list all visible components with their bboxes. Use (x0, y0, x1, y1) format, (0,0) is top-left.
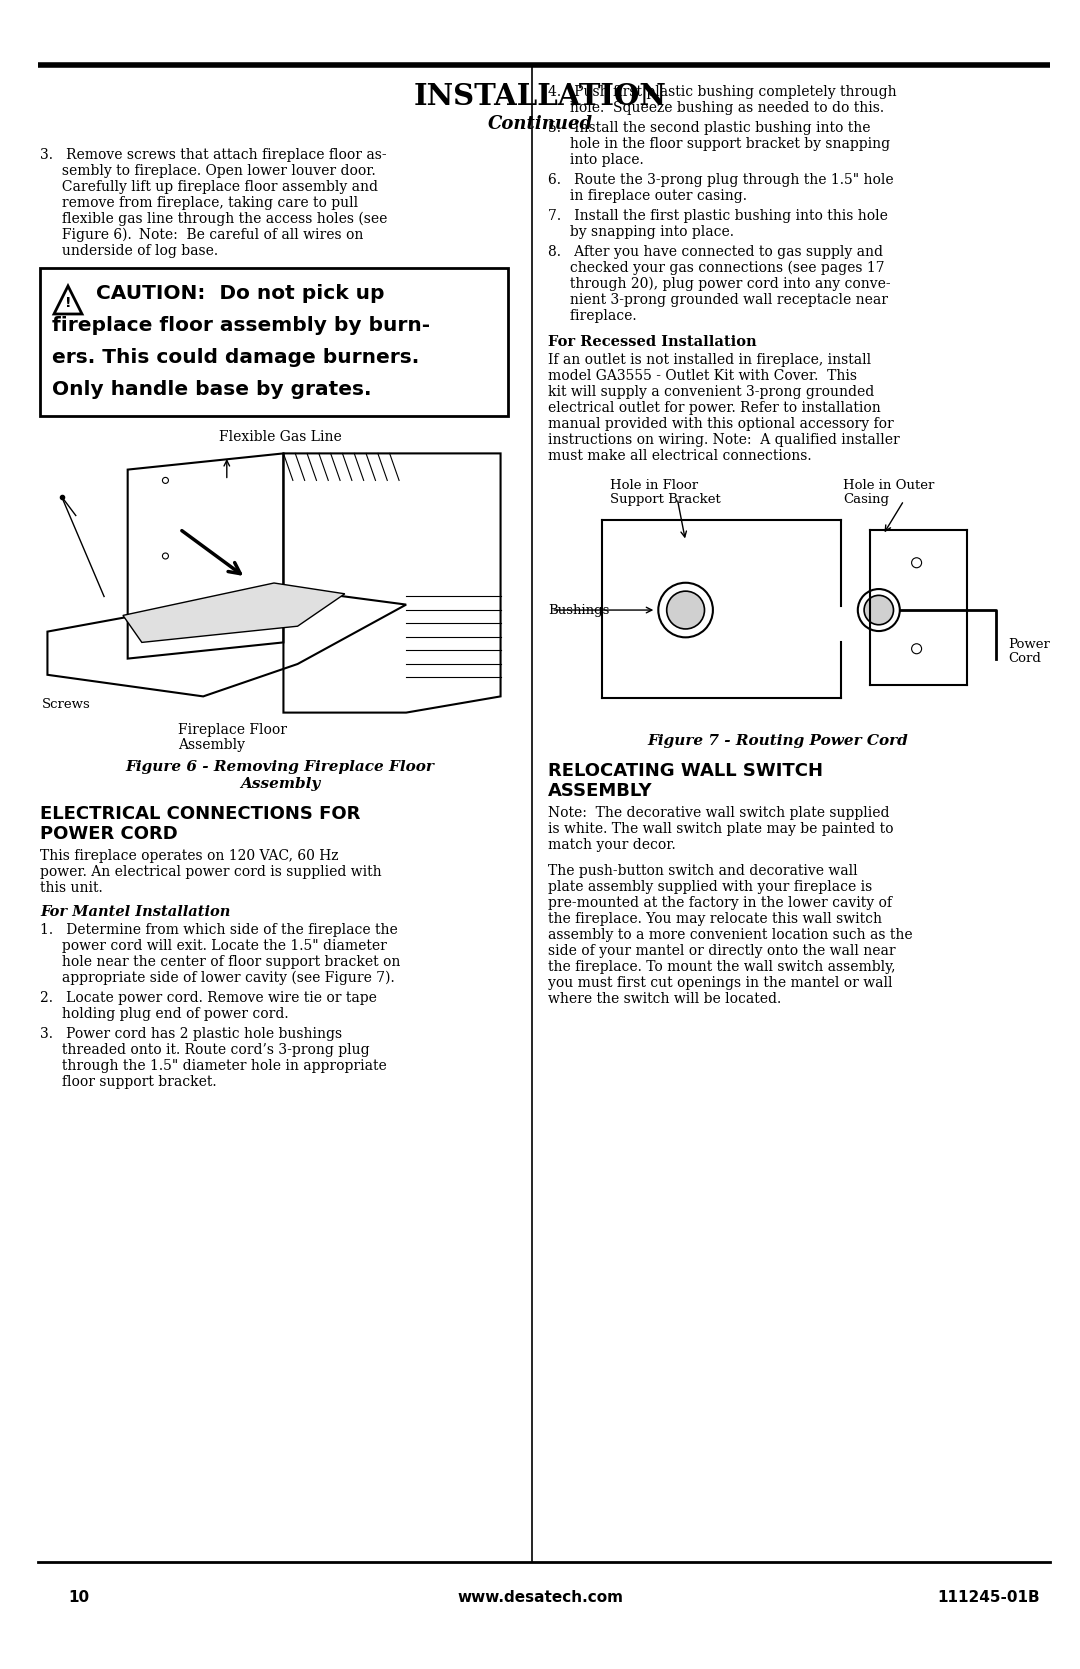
Text: 2.   Locate power cord. Remove wire tie or tape: 2. Locate power cord. Remove wire tie or… (40, 991, 377, 1005)
Text: Only handle base by grates.: Only handle base by grates. (52, 381, 372, 399)
Text: !: ! (65, 295, 71, 310)
Text: kit will supply a convenient 3-prong grounded: kit will supply a convenient 3-prong gro… (548, 386, 874, 399)
Text: www.desatech.com: www.desatech.com (457, 1591, 623, 1606)
Text: underside of log base.: underside of log base. (40, 244, 218, 259)
Text: 6.   Route the 3-prong plug through the 1.5" hole: 6. Route the 3-prong plug through the 1.… (548, 174, 893, 187)
Text: remove from fireplace, taking care to pull: remove from fireplace, taking care to pu… (40, 195, 359, 210)
Text: INSTALLATION: INSTALLATION (414, 82, 666, 112)
Text: into place.: into place. (548, 154, 644, 167)
Text: POWER CORD: POWER CORD (40, 824, 178, 843)
Text: ASSEMBLY: ASSEMBLY (548, 783, 652, 799)
Text: 111245-01B: 111245-01B (937, 1591, 1040, 1606)
Text: checked your gas connections (see pages 17: checked your gas connections (see pages … (548, 260, 885, 275)
Text: through 20), plug power cord into any conve-: through 20), plug power cord into any co… (548, 277, 891, 292)
Text: hole.  Squeeze bushing as needed to do this.: hole. Squeeze bushing as needed to do th… (548, 102, 885, 115)
Text: power. An electrical power cord is supplied with: power. An electrical power cord is suppl… (40, 865, 381, 880)
Text: must make all electrical connections.: must make all electrical connections. (548, 449, 812, 462)
Circle shape (666, 591, 704, 629)
Text: sembly to fireplace. Open lower louver door.: sembly to fireplace. Open lower louver d… (40, 164, 376, 179)
Text: Fireplace Floor: Fireplace Floor (178, 723, 287, 738)
Text: This fireplace operates on 120 VAC, 60 Hz: This fireplace operates on 120 VAC, 60 H… (40, 850, 338, 863)
Text: by snapping into place.: by snapping into place. (548, 225, 734, 239)
Text: pre-mounted at the factory in the lower cavity of: pre-mounted at the factory in the lower … (548, 896, 892, 910)
Text: 3.   Power cord has 2 plastic hole bushings: 3. Power cord has 2 plastic hole bushing… (40, 1026, 342, 1041)
Text: Flexible Gas Line: Flexible Gas Line (218, 431, 341, 444)
Text: The push-button switch and decorative wall: The push-button switch and decorative wa… (548, 865, 858, 878)
Text: Casing: Casing (843, 492, 889, 506)
FancyBboxPatch shape (40, 269, 508, 416)
Text: 3.   Remove screws that attach fireplace floor as-: 3. Remove screws that attach fireplace f… (40, 149, 387, 162)
Circle shape (864, 596, 893, 624)
Text: the fireplace. You may relocate this wall switch: the fireplace. You may relocate this wal… (548, 911, 882, 926)
Text: holding plug end of power cord.: holding plug end of power cord. (40, 1006, 288, 1021)
Text: Carefully lift up fireplace floor assembly and: Carefully lift up fireplace floor assemb… (40, 180, 378, 194)
Text: floor support bracket.: floor support bracket. (40, 1075, 217, 1088)
Text: For Recessed Installation: For Recessed Installation (548, 335, 757, 349)
Text: match your decor.: match your decor. (548, 838, 676, 851)
Text: Figure 6).  Note:  Be careful of all wires on: Figure 6). Note: Be careful of all wires… (40, 229, 363, 242)
Text: side of your mantel or directly onto the wall near: side of your mantel or directly onto the… (548, 945, 895, 958)
Text: CAUTION:  Do not pick up: CAUTION: Do not pick up (82, 284, 384, 304)
Text: Power: Power (1008, 638, 1050, 651)
Text: 5.   Install the second plastic bushing into the: 5. Install the second plastic bushing in… (548, 120, 870, 135)
Text: Bushings: Bushings (548, 604, 609, 616)
Text: 7.   Install the first plastic bushing into this hole: 7. Install the first plastic bushing int… (548, 209, 888, 224)
Text: threaded onto it. Route cord’s 3-prong plug: threaded onto it. Route cord’s 3-prong p… (40, 1043, 369, 1056)
Text: 10: 10 (68, 1591, 90, 1606)
Text: 1.   Determine from which side of the fireplace the: 1. Determine from which side of the fire… (40, 923, 397, 936)
Text: flexible gas line through the access holes (see: flexible gas line through the access hol… (40, 212, 388, 227)
Text: electrical outlet for power. Refer to installation: electrical outlet for power. Refer to in… (548, 401, 881, 416)
Text: ers. This could damage burners.: ers. This could damage burners. (52, 349, 419, 367)
Text: Assembly: Assembly (178, 738, 245, 753)
Text: plate assembly supplied with your fireplace is: plate assembly supplied with your firepl… (548, 880, 873, 895)
Polygon shape (123, 582, 345, 643)
Text: fireplace.: fireplace. (548, 309, 636, 324)
Text: Cord: Cord (1008, 653, 1041, 664)
Text: in fireplace outer casing.: in fireplace outer casing. (548, 189, 747, 204)
Text: fireplace floor assembly by burn-: fireplace floor assembly by burn- (52, 315, 430, 335)
Text: ELECTRICAL CONNECTIONS FOR: ELECTRICAL CONNECTIONS FOR (40, 804, 361, 823)
Text: 4.   Push first plastic bushing completely through: 4. Push first plastic bushing completely… (548, 85, 896, 98)
Text: Hole in Outer: Hole in Outer (843, 479, 934, 492)
Text: Figure 7 - Routing Power Cord: Figure 7 - Routing Power Cord (648, 734, 908, 748)
Text: this unit.: this unit. (40, 881, 103, 895)
Text: appropriate side of lower cavity (see Figure 7).: appropriate side of lower cavity (see Fi… (40, 971, 395, 985)
Text: Note:  The decorative wall switch plate supplied: Note: The decorative wall switch plate s… (548, 806, 890, 819)
Text: For Mantel Installation: For Mantel Installation (40, 905, 230, 920)
Text: the fireplace. To mount the wall switch assembly,: the fireplace. To mount the wall switch … (548, 960, 895, 975)
Text: you must first cut openings in the mantel or wall: you must first cut openings in the mante… (548, 976, 892, 990)
Text: nient 3-prong grounded wall receptacle near: nient 3-prong grounded wall receptacle n… (548, 294, 888, 307)
Text: power cord will exit. Locate the 1.5" diameter: power cord will exit. Locate the 1.5" di… (40, 940, 387, 953)
Text: assembly to a more convenient location such as the: assembly to a more convenient location s… (548, 928, 913, 941)
Text: Support Bracket: Support Bracket (610, 492, 720, 506)
Text: Figure 6 - Removing Fireplace Floor: Figure 6 - Removing Fireplace Floor (125, 759, 434, 774)
Text: hole in the floor support bracket by snapping: hole in the floor support bracket by sna… (548, 137, 890, 150)
Text: If an outlet is not installed in fireplace, install: If an outlet is not installed in firepla… (548, 354, 872, 367)
Text: where the switch will be located.: where the switch will be located. (548, 991, 781, 1006)
Text: Screws: Screws (42, 698, 91, 711)
Text: hole near the center of floor support bracket on: hole near the center of floor support br… (40, 955, 401, 970)
Text: manual provided with this optional accessory for: manual provided with this optional acces… (548, 417, 894, 431)
Text: Hole in Floor: Hole in Floor (610, 479, 698, 492)
Text: Assembly: Assembly (240, 778, 320, 791)
Text: instructions on wiring. Note:  A qualified installer: instructions on wiring. Note: A qualifie… (548, 432, 900, 447)
Text: RELOCATING WALL SWITCH: RELOCATING WALL SWITCH (548, 763, 823, 779)
Text: through the 1.5" diameter hole in appropriate: through the 1.5" diameter hole in approp… (40, 1060, 387, 1073)
Text: 8.   After you have connected to gas supply and: 8. After you have connected to gas suppl… (548, 245, 883, 259)
Text: Continued: Continued (487, 115, 593, 134)
Text: model GA3555 - Outlet Kit with Cover.  This: model GA3555 - Outlet Kit with Cover. Th… (548, 369, 858, 382)
Text: is white. The wall switch plate may be painted to: is white. The wall switch plate may be p… (548, 823, 893, 836)
